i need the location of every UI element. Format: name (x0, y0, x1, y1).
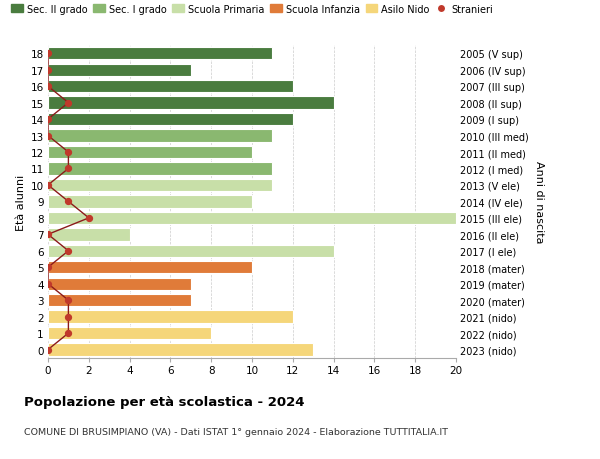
Bar (48, 327, 211, 340)
Point (64, 247, 73, 255)
Bar (48, 146, 252, 159)
Point (43, 280, 53, 288)
Bar (48, 97, 334, 110)
Point (43, 346, 53, 353)
Text: COMUNE DI BRUSIMPIANO (VA) - Dati ISTAT 1° gennaio 2024 - Elaborazione TUTTITALI: COMUNE DI BRUSIMPIANO (VA) - Dati ISTAT … (24, 427, 448, 436)
Bar (48, 294, 191, 307)
Bar (48, 278, 191, 290)
Point (43, 231, 53, 239)
Bar (48, 114, 293, 126)
Bar (48, 212, 456, 224)
Legend: Sec. II grado, Sec. I grado, Scuola Primaria, Scuola Infanzia, Asilo Nido, Stran: Sec. II grado, Sec. I grado, Scuola Prim… (7, 1, 497, 18)
Point (43, 83, 53, 90)
Point (64, 198, 73, 206)
Bar (48, 163, 272, 175)
Point (43, 264, 53, 271)
Bar (48, 311, 293, 323)
Bar (48, 48, 272, 60)
Point (64, 330, 73, 337)
Point (64, 313, 73, 321)
Point (43, 133, 53, 140)
Bar (48, 262, 252, 274)
Bar (48, 196, 252, 208)
Y-axis label: Età alunni: Età alunni (16, 174, 26, 230)
Point (64, 165, 73, 173)
Y-axis label: Anni di nascita: Anni di nascita (535, 161, 544, 243)
Bar (48, 130, 272, 142)
Point (64, 100, 73, 107)
Bar (48, 245, 334, 257)
Point (43, 67, 53, 74)
Text: Popolazione per età scolastica - 2024: Popolazione per età scolastica - 2024 (24, 395, 305, 408)
Bar (48, 179, 272, 192)
Point (84, 215, 94, 222)
Point (64, 297, 73, 304)
Point (43, 116, 53, 123)
Point (43, 50, 53, 58)
Point (64, 149, 73, 157)
Bar (48, 229, 130, 241)
Bar (48, 344, 313, 356)
Point (43, 182, 53, 189)
Bar (48, 81, 293, 93)
Bar (48, 64, 191, 77)
